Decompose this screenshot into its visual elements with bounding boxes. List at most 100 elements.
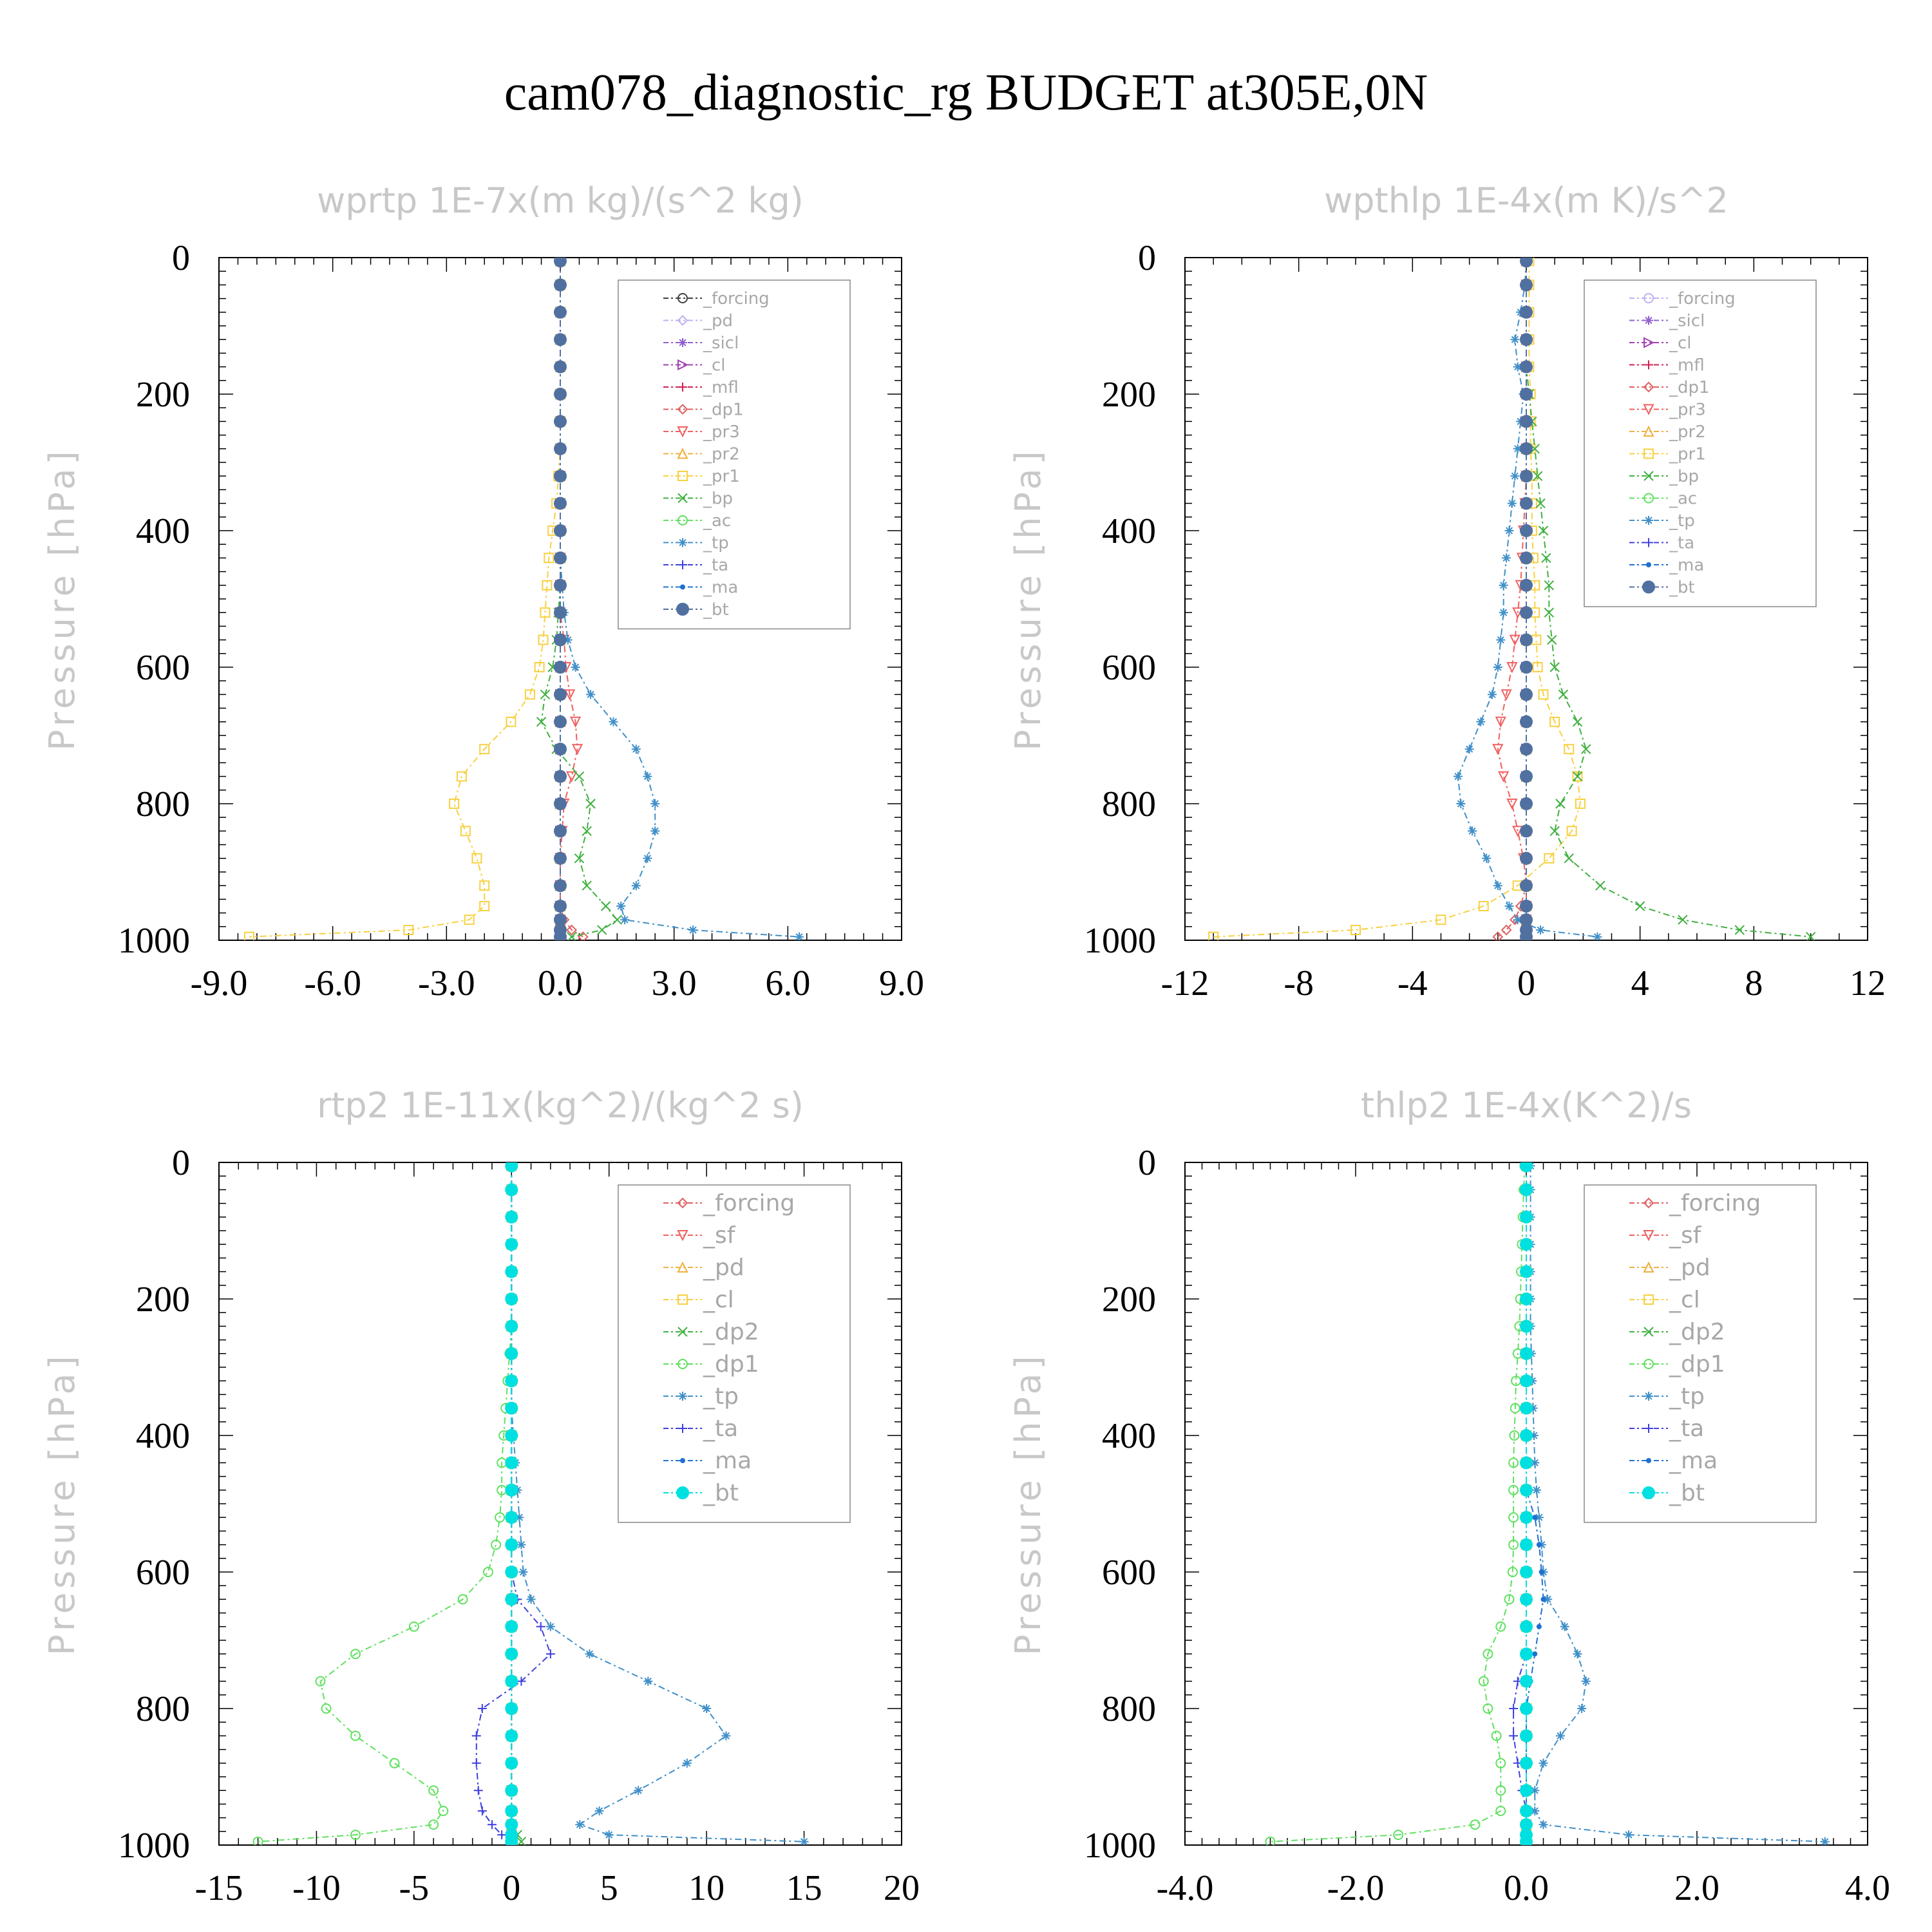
data-point <box>449 799 460 809</box>
data-point <box>518 1567 528 1577</box>
data-point <box>1520 1593 1533 1606</box>
series-mfl <box>1522 258 1531 940</box>
data-point <box>1555 799 1566 809</box>
data-point <box>1593 932 1602 940</box>
data-point <box>545 1622 555 1631</box>
data-point <box>1535 498 1546 509</box>
data-point <box>554 551 567 565</box>
data-point <box>1634 901 1645 911</box>
data-point <box>471 853 482 864</box>
data-point <box>1456 799 1466 808</box>
series-ta <box>1509 1162 1531 1845</box>
data-point <box>574 853 585 864</box>
data-point <box>526 1595 536 1604</box>
data-point <box>1532 471 1543 481</box>
series-bt <box>505 1162 518 1845</box>
legend-entry: _sf <box>703 1222 736 1249</box>
data-point <box>1531 1485 1541 1495</box>
legend-marker <box>677 1261 688 1273</box>
data-point <box>524 689 535 700</box>
data-point <box>554 715 567 728</box>
legend-marker <box>1643 337 1655 348</box>
legend-entry: _cl <box>1669 334 1692 353</box>
legend-marker <box>1644 360 1653 370</box>
data-point <box>1520 770 1533 783</box>
data-point <box>428 1819 439 1830</box>
data-point <box>315 1676 326 1687</box>
data-point <box>1520 305 1533 319</box>
legend-entry: _dp2 <box>703 1319 759 1345</box>
data-point <box>1493 881 1502 891</box>
x-tick-label: -2.0 <box>1327 1868 1385 1908</box>
data-point <box>1520 1374 1533 1388</box>
series-area <box>1208 258 1816 940</box>
y-tick-label: 1000 <box>1084 1826 1156 1866</box>
panel-2: wpthlp 1E-4x(m K)/s^2 Pressure [hPa] 0 200 4… <box>1008 180 1886 1003</box>
y-tick-label: 800 <box>136 784 190 824</box>
data-point <box>1478 1676 1489 1687</box>
data-point <box>1520 415 1533 428</box>
data-point <box>1520 1620 1533 1633</box>
data-point <box>1464 744 1474 754</box>
data-point <box>1539 1820 1548 1830</box>
data-point <box>1520 333 1533 346</box>
data-point <box>1393 1830 1404 1841</box>
data-point <box>1520 578 1533 592</box>
data-point <box>471 1731 481 1741</box>
data-point <box>1495 716 1506 728</box>
data-point <box>554 879 567 893</box>
data-point <box>536 717 547 727</box>
data-point <box>1544 607 1555 618</box>
data-point <box>1496 635 1506 645</box>
data-point <box>554 524 567 537</box>
data-point <box>1520 1511 1533 1524</box>
x-tick-label: 3.0 <box>652 963 697 1003</box>
data-point <box>252 1836 263 1845</box>
data-point <box>1495 1785 1506 1796</box>
data-point <box>582 826 592 837</box>
y-axis-label: Pressure [hPa] <box>42 1352 82 1655</box>
series-area <box>1265 1162 1830 1845</box>
data-point <box>1501 924 1512 936</box>
data-point <box>1513 915 1522 925</box>
series-line <box>1530 1166 1825 1842</box>
y-tick-label: 1000 <box>118 921 190 961</box>
legend-marker <box>1642 1486 1655 1499</box>
data-point <box>1520 930 1533 940</box>
data-point <box>1520 743 1533 756</box>
data-point <box>799 1837 809 1845</box>
series-area <box>252 1162 809 1845</box>
data-point <box>597 925 607 935</box>
x-tick-label: 0.0 <box>538 963 583 1003</box>
data-point <box>473 1786 483 1795</box>
legend-entry: _pr3 <box>703 422 740 442</box>
legend-marker <box>1644 1424 1653 1433</box>
data-point <box>564 689 576 701</box>
data-point <box>1529 1431 1539 1440</box>
data-point <box>1581 744 1591 754</box>
data-point <box>1564 744 1575 755</box>
data-point <box>1520 1804 1533 1817</box>
data-point <box>1520 1347 1533 1360</box>
data-point <box>631 744 641 754</box>
data-point <box>1536 1624 1542 1629</box>
legend-marker <box>677 493 688 504</box>
data-point <box>464 914 475 925</box>
data-point <box>1520 633 1533 647</box>
data-point <box>600 901 611 911</box>
data-point <box>612 914 623 925</box>
data-point <box>1560 1622 1569 1631</box>
legend-marker <box>680 584 685 590</box>
y-tick-label: 0 <box>1138 1143 1156 1183</box>
data-point <box>554 415 567 428</box>
y-tick-label: 200 <box>1102 375 1156 415</box>
data-point <box>506 716 516 727</box>
data-point <box>1509 1731 1519 1741</box>
data-point <box>540 689 551 700</box>
data-point <box>1520 661 1533 674</box>
data-point <box>1544 580 1555 591</box>
legend-marker <box>1646 562 1651 567</box>
panel-1: wprtp 1E-7x(m kg)/(s^2 kg) Pressure [hPa]… <box>42 180 924 1003</box>
legend-entry: _ta <box>703 1416 738 1442</box>
data-point <box>408 1621 419 1632</box>
